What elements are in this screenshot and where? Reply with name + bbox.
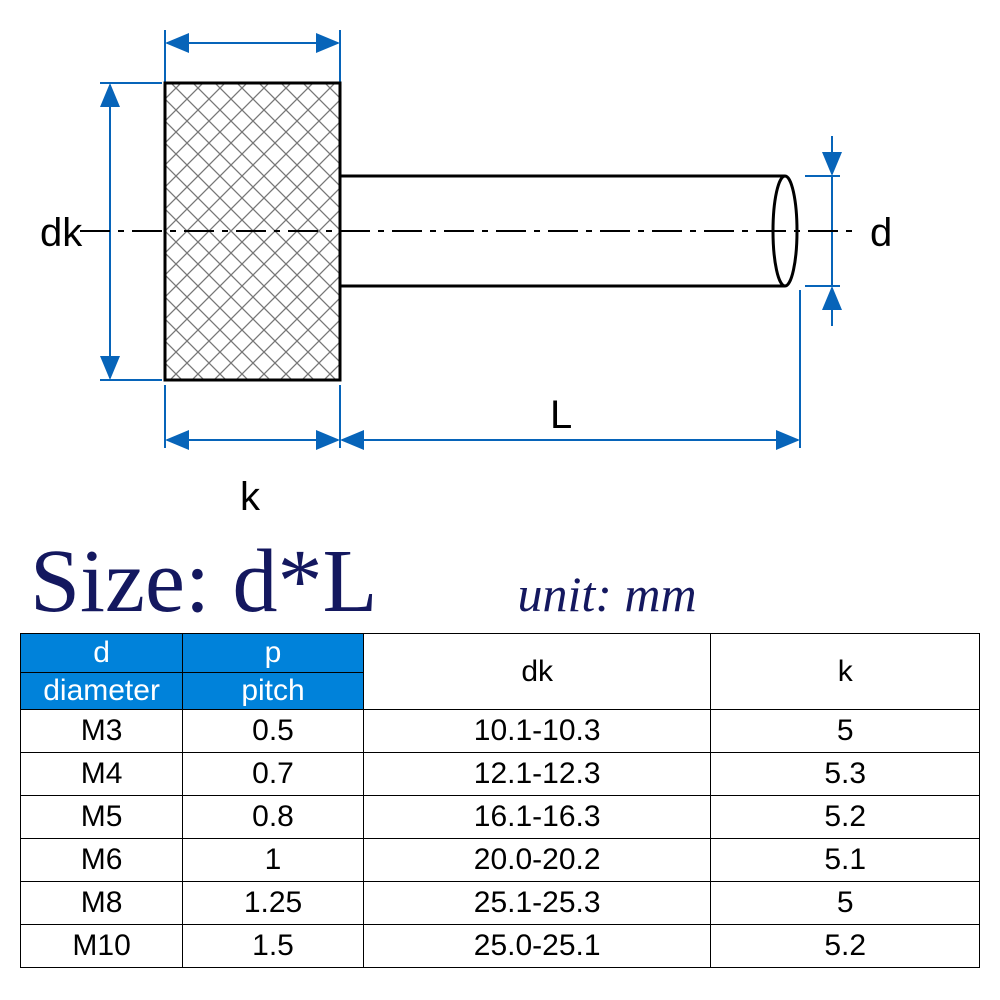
label-k: k [240, 475, 261, 519]
cell-dk: 10.1-10.3 [363, 710, 711, 753]
cell-d: M4 [21, 753, 183, 796]
table-row: M30.510.1-10.35 [21, 710, 980, 753]
col-dk: dk [363, 634, 711, 710]
cell-d: M3 [21, 710, 183, 753]
cell-p: 1 [183, 839, 364, 882]
cell-dk: 20.0-20.2 [363, 839, 711, 882]
cell-p: 1.5 [183, 925, 364, 968]
cell-k: 5.3 [711, 753, 980, 796]
col-k: k [711, 634, 980, 710]
cell-k: 5 [711, 710, 980, 753]
col-p-top: p [183, 634, 364, 673]
col-d-bot: diameter [21, 673, 183, 710]
size-table: d p dk k diameter pitch M30.510.1-10.35M… [20, 633, 980, 968]
table-row: M50.816.1-16.35.2 [21, 796, 980, 839]
table-row: M6120.0-20.25.1 [21, 839, 980, 882]
cell-k: 5.2 [711, 925, 980, 968]
cell-p: 0.5 [183, 710, 364, 753]
label-d: d [870, 211, 892, 255]
table-row: M101.525.0-25.15.2 [21, 925, 980, 968]
label-dk: dk [40, 211, 83, 255]
cell-d: M10 [21, 925, 183, 968]
col-d-top: d [21, 634, 183, 673]
table-row: M81.2525.1-25.35 [21, 882, 980, 925]
cell-k: 5.2 [711, 796, 980, 839]
title-row: Size: d*L unit: mm [0, 530, 1000, 633]
cell-dk: 16.1-16.3 [363, 796, 711, 839]
cell-dk: 12.1-12.3 [363, 753, 711, 796]
cell-dk: 25.1-25.3 [363, 882, 711, 925]
title-unit: unit: mm [517, 565, 696, 623]
cell-dk: 25.0-25.1 [363, 925, 711, 968]
technical-drawing: dk d L k [0, 0, 1000, 530]
cell-d: M8 [21, 882, 183, 925]
cell-k: 5 [711, 882, 980, 925]
cell-p: 1.25 [183, 882, 364, 925]
cell-p: 0.7 [183, 753, 364, 796]
col-p-bot: pitch [183, 673, 364, 710]
cell-k: 5.1 [711, 839, 980, 882]
cell-d: M5 [21, 796, 183, 839]
table-row: M40.712.1-12.35.3 [21, 753, 980, 796]
title-main: Size: d*L [30, 530, 377, 633]
cell-d: M6 [21, 839, 183, 882]
label-L: L [550, 393, 572, 437]
cell-p: 0.8 [183, 796, 364, 839]
